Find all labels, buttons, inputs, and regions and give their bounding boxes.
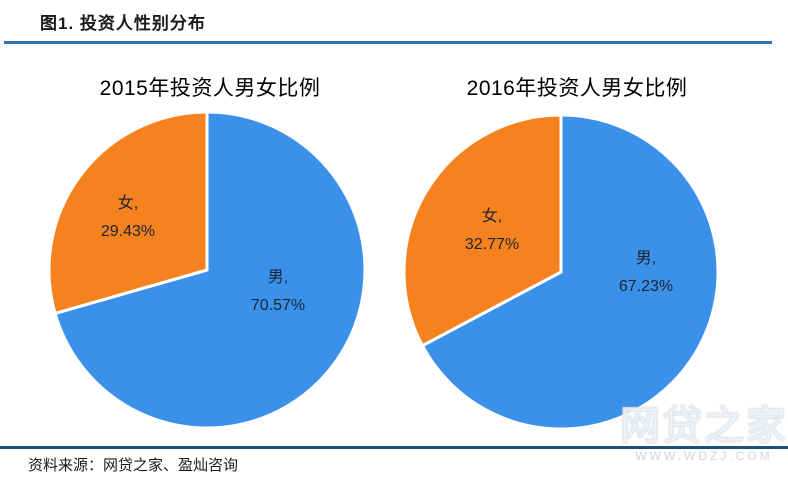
pie-slice-male-2015	[53, 110, 367, 430]
pie-slice-female-2016	[402, 113, 563, 348]
pie-slice-male-2016	[420, 113, 720, 431]
source-note: 资料来源：网贷之家、盈灿咨询	[28, 457, 239, 474]
pie-slice-female-2015	[47, 110, 209, 315]
bottom-rule	[0, 446, 788, 449]
chart-title-2016: 2016年投资人男女比例	[466, 77, 688, 100]
chart-title-2015: 2015年投资人男女比例	[99, 77, 321, 100]
figure-label: 图1. 投资人性别分布	[40, 14, 206, 33]
top-rule	[4, 41, 772, 44]
